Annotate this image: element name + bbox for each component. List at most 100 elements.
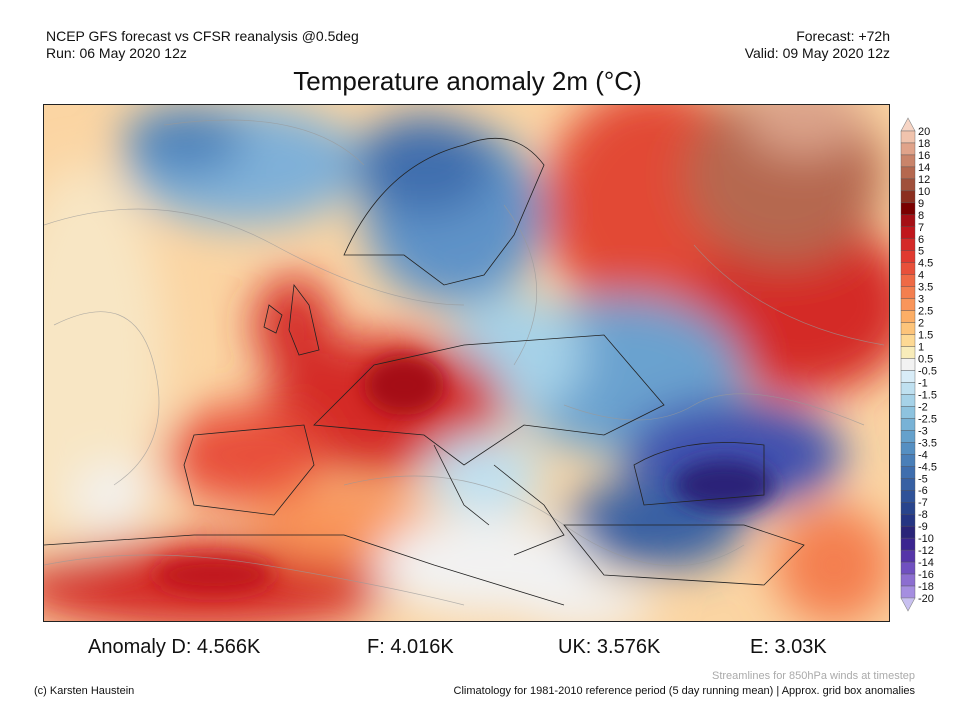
colorbar-swatch [900,214,916,227]
anomaly-uk: UK: 3.576K [558,636,661,658]
colorbar-tick-label: -9 [918,521,928,533]
colorbar-bottom-arrow [900,597,916,612]
colorbar-swatch [900,178,916,192]
colorbar-tick-label: 4.5 [918,258,933,270]
colorbar-tick-label: 20 [918,126,930,138]
colorbar-swatch [900,454,916,467]
colorbar-tick-label: -7 [918,497,928,509]
colorbar-tick-label: -20 [918,593,934,605]
colorbar-tick-label: -4 [918,449,928,461]
colorbar-tick-label: -1 [918,377,928,389]
forecast-hour-label: Forecast: +72h [796,28,890,44]
colorbar-swatch [900,346,916,359]
climatology-note: Climatology for 1981-2010 reference peri… [453,685,915,697]
colorbar-swatch [900,190,916,204]
colorbar-tick-label: 2 [918,318,924,330]
colorbar-swatch [900,490,916,503]
colorbar-tick-label: 12 [918,174,930,186]
colorbar-swatch [900,250,916,263]
colorbar-swatch [900,142,916,156]
colorbar-tick-label: 14 [918,162,930,174]
streamlines-note: Streamlines for 850hPa winds at timestep [712,670,915,682]
colorbar-tick-label: -12 [918,545,934,557]
colorbar-swatch [900,154,916,168]
colorbar-swatch [900,513,916,527]
colorbar-tick-label: -4.5 [918,461,937,473]
colorbar-tick-label: -18 [918,581,934,593]
colorbar-swatch [900,502,916,515]
colorbar-tick-label: 1 [918,342,924,354]
colorbar-swatch [900,382,916,395]
colorbar-swatch [900,585,916,599]
colorbar-swatch [900,478,916,491]
colorbar-legend: 201816141210987654.543.532.521.510.5-0.5… [900,117,937,612]
colorbar-tick-label: 10 [918,186,930,198]
anomaly-detail [154,355,774,593]
colorbar-tick-label: -1.5 [918,389,937,401]
anomaly-spain: E: 3.03K [750,636,827,658]
colorbar-swatch [900,130,916,144]
colorbar-swatch [900,226,916,239]
colorbar-tick-label: 3 [918,294,924,306]
colorbar-tick-label: 4 [918,270,924,282]
colorbar-swatch [900,573,916,587]
colorbar-swatch [900,549,916,563]
colorbar-tick-label: -2.5 [918,413,937,425]
map-title: Temperature anomaly 2m (°C) [293,66,642,96]
colorbar-tick-label: -5 [918,473,928,485]
colorbar-swatch [900,298,916,311]
colorbar-top-arrow [900,117,916,132]
anomaly-field [44,105,889,621]
colorbar-tick-label: 6 [918,234,924,246]
colorbar-tick-label: 5 [918,246,924,258]
colorbar-swatch [900,406,916,419]
colorbar-tick-label: -3 [918,425,928,437]
source-label: NCEP GFS forecast vs CFSR reanalysis @0.… [46,28,359,44]
anomaly-germany: Anomaly D: 4.566K [88,636,261,658]
colorbar-swatch [900,561,916,575]
colorbar-swatch [900,166,916,180]
colorbar-swatch [900,537,916,551]
colorbar-tick-label: 2.5 [918,306,933,318]
colorbar-swatch [900,430,916,443]
colorbar-swatch [900,286,916,299]
colorbar-swatch [900,262,916,275]
temperature-anomaly-map [43,104,890,622]
colorbar-tick-label: 16 [918,150,930,162]
run-label: Run: 06 May 2020 12z [46,45,187,61]
colorbar-swatch [900,394,916,407]
colorbar-tick-label: -10 [918,533,934,545]
colorbar-tick-label: 0.5 [918,354,933,366]
colorbar-swatch [900,238,916,251]
coastlines [44,138,805,606]
colorbar-tick-label: -8 [918,509,928,521]
colorbar-tick-label: 9 [918,198,924,210]
colorbar-tick-label: -14 [918,557,934,569]
colorbar-swatch [900,525,916,539]
colorbar-swatch [900,418,916,431]
colorbar-tick-label: 18 [918,138,930,150]
colorbar-swatch [900,310,916,323]
colorbar-swatch [900,370,916,383]
colorbar-tick-label: 8 [918,210,924,222]
colorbar-swatch [900,202,916,216]
colorbar-tick-label: -16 [918,569,934,581]
colorbar-tick-label: -3.5 [918,437,937,449]
colorbar-swatch [900,358,916,371]
colorbar-swatch [900,334,916,347]
streamlines [44,119,885,606]
copyright-label: (c) Karsten Haustein [34,685,135,697]
anomaly-france: F: 4.016K [367,636,454,658]
colorbar-swatch [900,274,916,287]
colorbar-tick-label: -6 [918,485,928,497]
colorbar-tick-label: 3.5 [918,282,933,294]
colorbar-tick-label: -2 [918,401,928,413]
colorbar-tick-label: -0.5 [918,365,937,377]
valid-time-label: Valid: 09 May 2020 12z [744,45,890,61]
colorbar-swatch [900,442,916,455]
colorbar-tick-label: 1.5 [918,330,933,342]
colorbar-swatch [900,322,916,335]
colorbar-tick-label: 7 [918,222,924,234]
colorbar-swatch [900,466,916,479]
